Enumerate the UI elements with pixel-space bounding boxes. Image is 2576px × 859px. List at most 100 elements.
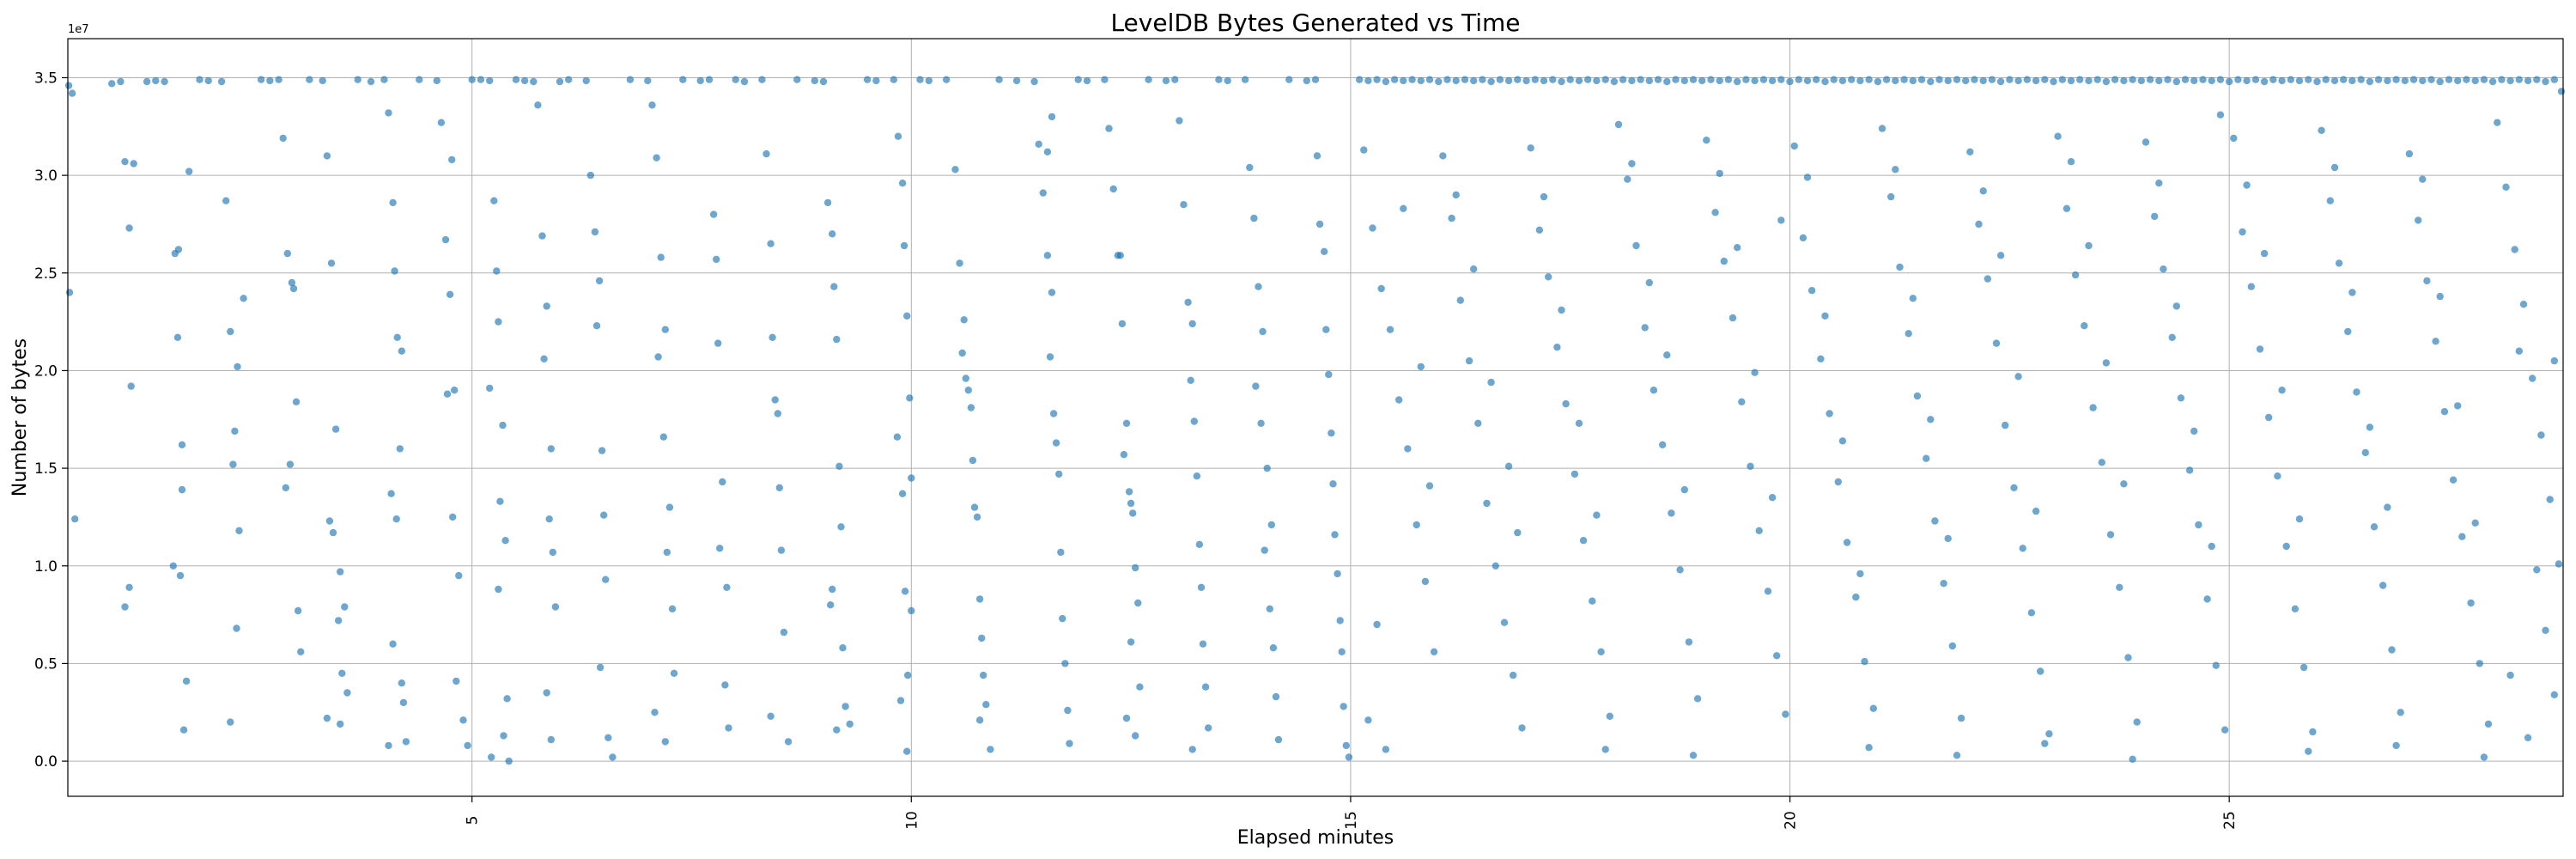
data-point: [769, 333, 776, 341]
data-point: [846, 720, 854, 728]
data-point: [2366, 77, 2374, 86]
data-point: [437, 119, 446, 126]
data-point: [1724, 76, 1733, 83]
data-point: [1338, 648, 1346, 655]
data-point: [2032, 76, 2040, 85]
data-point: [2335, 259, 2343, 267]
data-point: [2243, 181, 2251, 189]
data-point: [1246, 163, 1254, 172]
data-point: [2045, 730, 2053, 738]
data-point: [1953, 752, 1961, 759]
data-point: [1252, 382, 1260, 390]
data-point: [670, 669, 678, 677]
data-point: [1813, 76, 1820, 83]
data-point: [598, 447, 606, 454]
data-point: [1461, 76, 1469, 83]
data-point: [496, 497, 504, 505]
data-point: [1900, 76, 1908, 83]
data-point: [2010, 484, 2018, 491]
data-point: [1345, 753, 1353, 761]
data-point: [661, 738, 669, 746]
data-point: [1250, 214, 1258, 222]
data-point: [653, 154, 660, 161]
data-point: [1377, 284, 1385, 293]
data-point: [657, 253, 665, 261]
data-point: [2533, 76, 2541, 83]
data-point: [901, 588, 909, 595]
data-point: [956, 259, 963, 267]
data-point: [2120, 76, 2128, 85]
data-point: [2550, 76, 2558, 83]
data-point: [1790, 142, 1798, 150]
data-point: [1504, 462, 1513, 470]
data-point: [2155, 180, 2163, 187]
data-point: [185, 168, 193, 175]
data-point: [2476, 660, 2483, 667]
data-point: [978, 634, 986, 643]
data-point: [2102, 77, 2111, 86]
data-point: [1896, 263, 1904, 271]
data-point: [1531, 76, 1540, 83]
data-point: [1039, 189, 1048, 197]
data-point: [1522, 76, 1530, 85]
data-point: [2133, 718, 2141, 726]
data-point: [900, 241, 908, 250]
data-point: [1589, 597, 1596, 605]
data-point: [1917, 76, 1926, 83]
data-point: [2506, 76, 2514, 85]
data-point: [2463, 76, 2470, 83]
data-point: [1190, 417, 1199, 425]
data-point: [1979, 76, 1987, 85]
data-point: [2366, 423, 2374, 431]
data-point: [2190, 76, 2198, 85]
data-point: [286, 460, 295, 468]
data-point: [2542, 77, 2549, 86]
data-point: [398, 347, 405, 355]
data-point: [2344, 327, 2352, 336]
data-point: [1777, 216, 1785, 224]
data-point: [1610, 77, 1619, 86]
data-point: [1984, 275, 1991, 283]
data-point: [1747, 462, 1754, 470]
data-point: [1066, 740, 1073, 747]
data-point: [152, 76, 160, 85]
data-point: [2071, 271, 2080, 279]
data-point: [2370, 523, 2379, 531]
x-axis-label: Elapsed minutes: [1237, 827, 1394, 849]
data-point: [448, 155, 456, 164]
data-point: [338, 669, 346, 677]
data-point: [1575, 419, 1583, 427]
data-point: [1129, 509, 1137, 517]
data-point: [343, 689, 351, 697]
data-point: [464, 741, 471, 750]
data-point: [1373, 620, 1381, 629]
data-point: [1645, 278, 1654, 287]
data-point: [1136, 683, 1144, 691]
data-point: [2067, 76, 2075, 85]
data-point: [1944, 534, 1952, 543]
data-point: [1456, 296, 1465, 304]
data-point: [2269, 76, 2277, 83]
data-point: [916, 76, 924, 83]
data-point: [1962, 76, 1970, 85]
data-point: [1313, 152, 1321, 160]
data-point: [1364, 716, 1372, 724]
data-point: [591, 228, 599, 236]
data-point: [182, 677, 191, 685]
data-point: [1817, 355, 1825, 362]
data-point: [1417, 362, 1425, 371]
data-point: [1703, 137, 1710, 144]
data-point: [2260, 249, 2269, 258]
data-point: [323, 714, 331, 722]
data-point: [1619, 76, 1627, 83]
data-point: [2058, 76, 2066, 83]
data-point: [2353, 388, 2360, 396]
data-point: [1803, 174, 1812, 181]
data-point: [2427, 76, 2435, 83]
data-point: [556, 77, 564, 86]
data-point: [2256, 345, 2264, 353]
data-point: [2542, 626, 2549, 634]
data-point: [1606, 712, 1614, 720]
data-point: [174, 246, 183, 253]
data-point: [890, 76, 898, 83]
